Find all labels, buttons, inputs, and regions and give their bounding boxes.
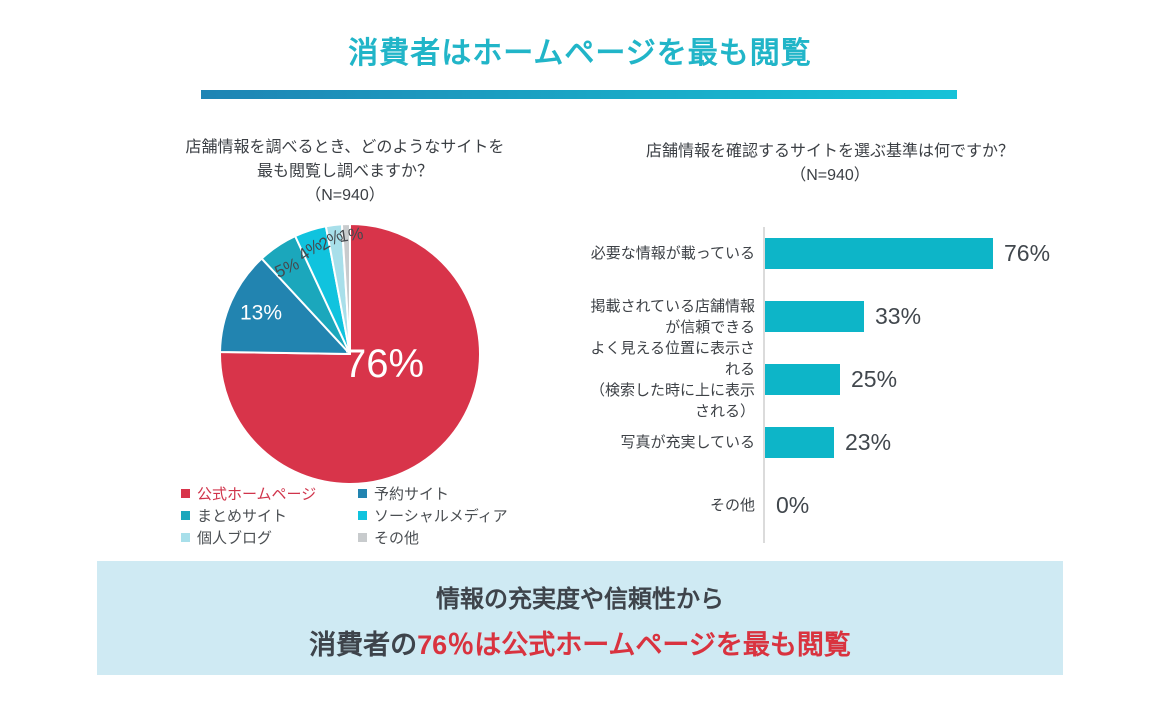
bar-category-label-line: が信頼できる <box>665 318 755 336</box>
legend-marker <box>181 532 190 542</box>
bar-category-label: よく見える位置に表示される （検索した時に上に表示される） <box>585 338 755 422</box>
bar-chart-axis-line <box>763 227 765 543</box>
legend-label: 公式ホームページ <box>197 485 317 503</box>
bar-value-label: 33% <box>875 303 922 329</box>
bar-track: 0% <box>765 490 809 521</box>
bar <box>765 301 864 332</box>
legend-label: その他 <box>374 529 420 547</box>
bar-category-label-line: 掲載されている店舗情報 <box>590 297 755 315</box>
legend-marker <box>181 510 190 520</box>
summary-line-2-prefix: 消費者の <box>309 630 418 660</box>
legend-marker <box>358 532 367 542</box>
summary-line-2: 消費者の76％は公式ホームページを最も閲覧 <box>97 623 1063 662</box>
bar-category-label-line: 必要な情報が載っている <box>590 245 755 262</box>
bar-category-label-line: （検索した時に上に表示される） <box>589 381 755 420</box>
title-underline-bar <box>201 90 957 99</box>
bar-row: 写真が充実している 23% <box>585 411 1105 474</box>
bar-track: 33% <box>765 301 921 332</box>
bar-row: 必要な情報が載っている 76% <box>585 222 1105 285</box>
legend-item: ソーシャルメディア <box>358 504 535 526</box>
pie-chart-title-line: 最も閲覧し調べますか？ <box>256 163 433 180</box>
bar-category-label-line: よく見える位置に表示される <box>590 339 755 378</box>
bar-value-label: 23% <box>845 429 892 455</box>
pie-slice-1 <box>219 257 351 355</box>
legend-label: 個人ブログ <box>197 529 273 547</box>
pie-chart-title-line: （N=940） <box>305 187 385 204</box>
legend-item: 公式ホームページ <box>181 482 358 504</box>
summary-banner: 情報の充実度や信頼性から 消費者の76％は公式ホームページを最も閲覧 <box>97 561 1063 675</box>
bar-chart-title-line: 店舗情報を確認するサイトを選ぶ基準は何ですか？ <box>645 143 1014 160</box>
bar <box>765 238 993 269</box>
bar-row: 掲載されている店舗情報が信頼できる 33% <box>585 285 1105 348</box>
pie-slice-0 <box>219 223 481 485</box>
pie-value-label-5: 1% <box>337 223 365 247</box>
bar-value-label: 76% <box>1004 240 1051 266</box>
legend-item: 予約サイト <box>358 482 535 504</box>
legend-marker <box>181 488 190 498</box>
bar <box>765 427 834 458</box>
legend-marker <box>358 510 367 520</box>
bar-category-label: 写真が充実している <box>585 432 755 453</box>
bar-value-label: 25% <box>851 366 898 392</box>
summary-line-2-highlight: 76％は公式ホームページを最も閲覧 <box>417 630 851 660</box>
legend-label: 予約サイト <box>374 485 450 503</box>
pie-slice-5 <box>340 222 351 355</box>
pie-chart-svg <box>219 222 481 485</box>
page-title: 消費者はホームページを最も閲覧 <box>348 37 812 70</box>
bar-chart-title-line: （N=940） <box>790 167 870 184</box>
pie-value-label-0: 76% <box>343 342 425 386</box>
bar-row: よく見える位置に表示される （検索した時に上に表示される） 25% <box>585 340 1105 420</box>
legend-column: 予約サイトソーシャルメディア その他 <box>358 482 535 548</box>
bar-category-label: 必要な情報が載っている <box>585 243 755 264</box>
bar-chart: 必要な情報が載っている 76% 掲載されている店舗情報が信頼できる 33% よく見える位… <box>585 222 1105 543</box>
bar-row: その他 0% <box>585 474 1105 537</box>
bar <box>765 364 840 395</box>
summary-line-1: 情報の充実度や信頼性から <box>436 586 724 613</box>
legend-label: まとめサイト <box>197 507 288 525</box>
bar-category-label-line: その他 <box>709 497 755 514</box>
bar-track: 23% <box>765 427 891 458</box>
pie-chart: 76% 13% 5% 4% 2% 1% <box>218 222 482 486</box>
bar-value-label: 0% <box>776 492 810 518</box>
pie-value-label-1: 13% <box>239 301 283 325</box>
legend-label: ソーシャルメディア <box>374 507 508 525</box>
bar-track: 25% <box>765 364 897 395</box>
bar-category-label: 掲載されている店舗情報が信頼できる <box>585 296 755 338</box>
bar-category-label-line: 写真が充実している <box>620 434 755 451</box>
legend-item: まとめサイト <box>181 504 358 526</box>
bar-chart-title: 店舗情報を確認するサイトを選ぶ基準は何ですか？ （N=940） <box>610 140 1050 188</box>
legend-marker <box>358 488 367 498</box>
legend-item: 個人ブログ <box>181 526 358 548</box>
legend-item: その他 <box>358 526 535 548</box>
pie-chart-title-line: 店舗情報を調べるとき、どのようなサイトを <box>185 139 505 156</box>
bar-track: 76% <box>765 238 1050 269</box>
legend-column: 公式ホームページ まとめサイト 個人ブログ <box>181 482 358 548</box>
pie-chart-title: 店舗情報を調べるとき、どのようなサイトを 最も閲覧し調べますか？ （N=940） <box>145 136 545 208</box>
bar-category-label: その他 <box>585 495 755 516</box>
pie-legend: 公式ホームページ まとめサイト 個人ブログ 予約サイト ソーシャルメディア その他 <box>181 482 535 548</box>
